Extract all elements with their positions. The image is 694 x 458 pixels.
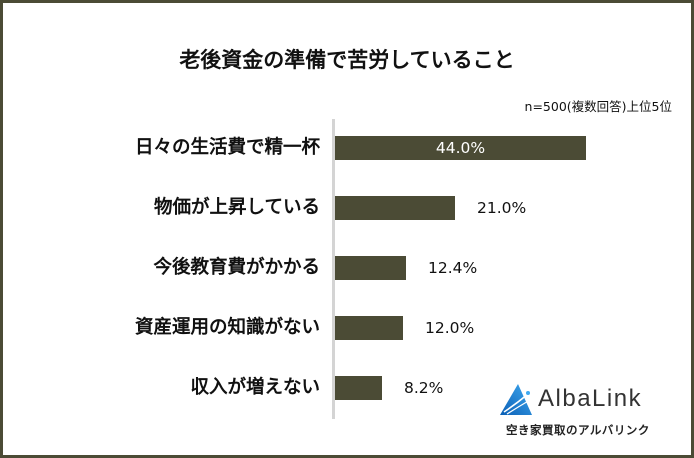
albalink-logo: AlbaLink 空き家買取のアルバリンク xyxy=(498,382,668,442)
sample-note: n=500(複数回答)上位5位 xyxy=(524,99,672,114)
value-label: 44.0% xyxy=(435,139,486,157)
bar-row: 資産運用の知識がない 12.0% xyxy=(0,316,694,340)
triangle-logo-icon xyxy=(500,384,532,415)
bar xyxy=(335,196,455,220)
bar xyxy=(335,376,382,400)
bar-row: 物価が上昇している 21.0% xyxy=(0,196,694,220)
bar-row: 今後教育費がかかる 12.4% xyxy=(0,256,694,280)
bar xyxy=(335,256,406,280)
category-label: 資産運用の知識がない xyxy=(134,317,320,338)
value-label: 12.0% xyxy=(425,319,475,337)
bar xyxy=(335,136,586,160)
bar-row: 収入が増えない 8.2% xyxy=(0,376,694,400)
category-label: 物価が上昇している xyxy=(154,197,320,218)
bar xyxy=(335,316,403,340)
value-label: 21.0% xyxy=(477,199,527,217)
category-label: 収入が増えない xyxy=(190,377,320,398)
chart-title: 老後資金の準備で苦労していること xyxy=(179,48,515,72)
category-label: 今後教育費がかかる xyxy=(153,257,320,278)
value-label: 12.4% xyxy=(428,259,478,277)
y-axis-line xyxy=(332,119,335,419)
logo-wordmark: AlbaLink xyxy=(538,385,643,412)
value-label: 8.2% xyxy=(404,379,444,397)
category-label: 日々の生活費で精一杯 xyxy=(134,137,320,158)
logo-tagline: 空き家買取のアルバリンク xyxy=(506,423,650,437)
bar-row: 日々の生活費で精一杯 44.0% xyxy=(0,136,694,160)
